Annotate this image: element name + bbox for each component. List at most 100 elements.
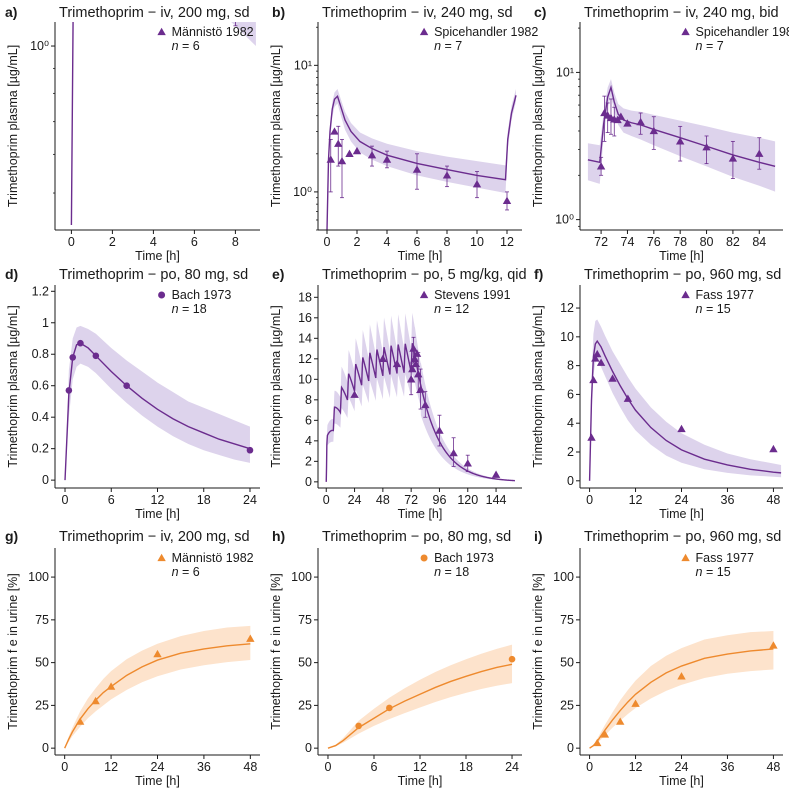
x-tick-label: 144 (486, 493, 507, 507)
data-point (337, 156, 347, 165)
y-tick-label: 25 (560, 698, 574, 712)
legend-n: n = 6 (172, 565, 200, 579)
legend-n-value: = 6 (179, 565, 200, 579)
simulation-line (327, 663, 513, 749)
data-point (591, 354, 600, 362)
legend-n: n = 15 (696, 565, 731, 579)
data-point (409, 344, 418, 352)
x-axis-label: Time [h] (659, 507, 704, 521)
prediction-band (589, 319, 782, 481)
legend-study: Stevens 1991 (434, 288, 510, 302)
data-point (608, 374, 617, 382)
x-tick-label: 12 (629, 760, 643, 774)
x-tick-label: 48 (766, 760, 780, 774)
prediction-band (587, 79, 776, 192)
y-tick-label: 4 (305, 434, 312, 448)
legend-marker (419, 290, 429, 299)
legend-n-symbol: n (434, 302, 441, 316)
x-tick-label: 36 (721, 493, 735, 507)
data-point (677, 424, 686, 433)
data-point (616, 717, 625, 725)
panel-title: Trimethoprim − po, 5 mg/kg, qid (322, 267, 527, 283)
plot-area (64, 325, 254, 481)
x-tick-label: 2 (354, 235, 361, 249)
legend-n: n = 12 (434, 302, 469, 316)
data-point (378, 354, 388, 362)
prediction-band (64, 625, 251, 749)
data-point (334, 139, 343, 147)
data-point (600, 730, 610, 738)
y-tick-label: 0 (305, 475, 312, 489)
legend-marker (681, 27, 690, 36)
x-tick-label: 10 (470, 235, 484, 249)
y-axis-label: Trimethoprim plasma [µg/mL] (269, 305, 283, 467)
data-point (92, 352, 100, 360)
y-tick-label: 0.4 (32, 410, 49, 424)
data-point (702, 143, 711, 151)
y-tick-label: 75 (298, 613, 312, 627)
x-tick-label: 6 (414, 235, 421, 249)
data-point (596, 162, 606, 170)
data-point (367, 150, 377, 159)
plot-area (589, 630, 778, 749)
y-axis-label: Trimethoprim f e in urine [%] (269, 573, 283, 730)
y-axis-label: Trimethoprim plasma [µg/mL] (6, 45, 20, 207)
x-tick-label: 0 (324, 235, 331, 249)
x-tick-label: 6 (191, 235, 198, 249)
panel-label: c) (534, 4, 546, 20)
y-tick-label: 50 (298, 656, 312, 670)
legend-marker (158, 291, 166, 299)
legend-n-symbol: n (172, 565, 179, 579)
y-tick-label: 0.6 (32, 379, 49, 393)
y-tick-label: 10⁰ (555, 213, 574, 227)
y-tick-label: 6 (305, 413, 312, 427)
panel-label: d) (5, 266, 18, 282)
y-axis-label: Trimethoprim plasma [µg/mL] (269, 45, 283, 207)
plot-area (326, 89, 517, 230)
legend-marker (157, 27, 166, 36)
legend-n: n = 18 (172, 302, 207, 316)
data-point (589, 375, 598, 384)
legend-marker (681, 290, 690, 299)
legend-n: n = 18 (434, 565, 469, 579)
prediction-band (589, 630, 774, 749)
legend-marker (419, 27, 429, 36)
data-point (728, 154, 738, 162)
x-tick-label: 18 (197, 493, 211, 507)
x-tick-label: 6 (371, 760, 378, 774)
x-tick-label: 24 (675, 493, 689, 507)
data-point (106, 682, 116, 690)
x-tick-label: 4 (150, 235, 157, 249)
y-tick-label: 1.2 (32, 284, 49, 298)
data-point (596, 358, 606, 366)
data-point (623, 119, 632, 127)
y-tick-label: 2 (567, 445, 574, 459)
x-tick-label: 0 (62, 493, 69, 507)
x-axis-label: Time [h] (135, 249, 180, 263)
y-tick-label: 10⁰ (30, 39, 49, 53)
data-point (508, 655, 516, 663)
y-tick-label: 100 (553, 570, 574, 584)
legend-marker (420, 554, 428, 562)
data-point (435, 426, 444, 434)
x-tick-label: 24 (348, 493, 362, 507)
y-tick-label: 2 (305, 454, 312, 468)
y-tick-label: 12 (298, 352, 312, 366)
x-tick-label: 12 (413, 760, 427, 774)
legend-n-value: = 7 (441, 39, 462, 53)
data-point (410, 354, 419, 362)
data-point (408, 364, 417, 373)
data-point (631, 699, 640, 707)
x-tick-label: 4 (384, 235, 391, 249)
x-axis-label: Time [h] (398, 774, 443, 788)
y-tick-label: 6 (567, 387, 574, 401)
panel-title: Trimethoprim − po, 80 mg, sd (322, 529, 511, 545)
x-axis-label: Time [h] (135, 507, 180, 521)
x-axis-label: Time [h] (135, 774, 180, 788)
y-axis-label: Trimethoprim plasma [µg/mL] (6, 305, 20, 467)
x-tick-label: 24 (151, 760, 165, 774)
x-tick-label: 82 (726, 235, 740, 249)
data-point (449, 448, 458, 457)
y-tick-label: 0 (567, 474, 574, 488)
